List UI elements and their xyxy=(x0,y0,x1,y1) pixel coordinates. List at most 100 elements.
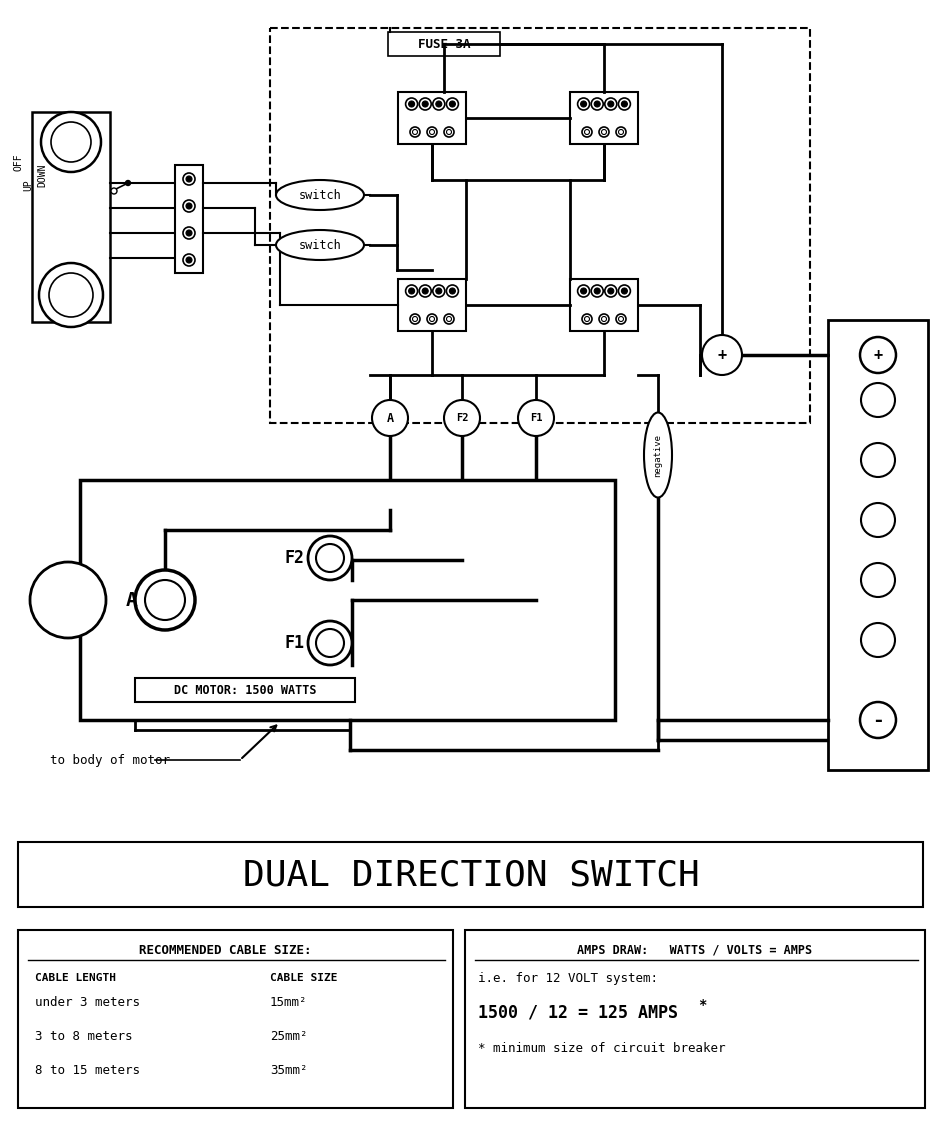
Circle shape xyxy=(186,257,192,263)
Circle shape xyxy=(316,544,344,572)
Circle shape xyxy=(429,129,435,135)
Circle shape xyxy=(183,227,195,239)
Circle shape xyxy=(436,288,442,294)
Text: CABLE LENGTH: CABLE LENGTH xyxy=(35,973,116,983)
Circle shape xyxy=(427,314,437,324)
Text: FUSE 3A: FUSE 3A xyxy=(418,37,471,50)
Circle shape xyxy=(183,254,195,266)
Circle shape xyxy=(591,285,604,297)
Circle shape xyxy=(410,314,420,324)
Text: 15mm²: 15mm² xyxy=(270,995,307,1009)
Circle shape xyxy=(608,288,614,294)
Circle shape xyxy=(308,536,352,580)
Circle shape xyxy=(860,702,896,738)
Text: 35mm²: 35mm² xyxy=(270,1064,307,1076)
Text: F2: F2 xyxy=(455,413,469,423)
Circle shape xyxy=(616,127,626,137)
Ellipse shape xyxy=(644,413,672,497)
Circle shape xyxy=(578,285,589,297)
Bar xyxy=(270,28,810,423)
Circle shape xyxy=(408,288,415,294)
Circle shape xyxy=(436,101,442,107)
Circle shape xyxy=(619,129,623,135)
Circle shape xyxy=(599,314,609,324)
Circle shape xyxy=(599,127,609,137)
Text: 8 to 15 meters: 8 to 15 meters xyxy=(35,1064,140,1076)
Bar xyxy=(465,930,925,1109)
Bar xyxy=(135,678,355,702)
Circle shape xyxy=(604,98,617,110)
Circle shape xyxy=(578,98,589,110)
Circle shape xyxy=(450,101,455,107)
Circle shape xyxy=(608,101,614,107)
Circle shape xyxy=(30,562,106,638)
Circle shape xyxy=(408,101,415,107)
Circle shape xyxy=(444,127,454,137)
Circle shape xyxy=(429,316,435,322)
Circle shape xyxy=(446,285,458,297)
Circle shape xyxy=(39,263,103,327)
Circle shape xyxy=(405,285,418,297)
Circle shape xyxy=(594,101,600,107)
Circle shape xyxy=(861,503,895,537)
Circle shape xyxy=(594,288,600,294)
Circle shape xyxy=(861,383,895,417)
Circle shape xyxy=(183,173,195,185)
Circle shape xyxy=(135,570,195,629)
Text: +: + xyxy=(718,348,726,362)
Circle shape xyxy=(621,288,627,294)
Text: OFF: OFF xyxy=(13,154,23,171)
Circle shape xyxy=(51,122,91,162)
Circle shape xyxy=(186,176,192,182)
Text: to body of motor: to body of motor xyxy=(50,754,170,766)
Circle shape xyxy=(186,203,192,209)
Text: * minimum size of circuit breaker: * minimum size of circuit breaker xyxy=(478,1041,725,1055)
Bar xyxy=(18,930,453,1109)
Circle shape xyxy=(49,273,93,318)
Text: AMPS DRAW:   WATTS / VOLTS = AMPS: AMPS DRAW: WATTS / VOLTS = AMPS xyxy=(577,944,813,956)
Text: CABLE SIZE: CABLE SIZE xyxy=(270,973,338,983)
Circle shape xyxy=(125,181,130,185)
Text: UP: UP xyxy=(23,180,33,191)
Circle shape xyxy=(427,127,437,137)
Circle shape xyxy=(446,129,452,135)
Circle shape xyxy=(621,101,627,107)
Circle shape xyxy=(372,401,408,436)
Circle shape xyxy=(183,200,195,212)
Bar xyxy=(388,33,500,56)
Circle shape xyxy=(581,101,587,107)
Bar xyxy=(828,320,928,770)
Circle shape xyxy=(410,127,420,137)
Circle shape xyxy=(861,623,895,657)
Text: *: * xyxy=(698,997,706,1012)
Circle shape xyxy=(446,316,452,322)
Text: 3 to 8 meters: 3 to 8 meters xyxy=(35,1030,133,1042)
Circle shape xyxy=(604,285,617,297)
Circle shape xyxy=(860,337,896,373)
Circle shape xyxy=(422,101,428,107)
Circle shape xyxy=(444,401,480,436)
Bar xyxy=(175,165,203,273)
Circle shape xyxy=(585,316,589,322)
Bar xyxy=(80,480,615,720)
Circle shape xyxy=(41,112,101,172)
Circle shape xyxy=(186,230,192,236)
Circle shape xyxy=(422,288,428,294)
Text: negative: negative xyxy=(653,433,663,477)
Circle shape xyxy=(518,401,554,436)
Bar xyxy=(398,92,466,144)
Circle shape xyxy=(444,314,454,324)
Circle shape xyxy=(316,629,344,657)
Text: 1500 / 12 = 125 AMPS: 1500 / 12 = 125 AMPS xyxy=(478,1003,678,1021)
Circle shape xyxy=(616,314,626,324)
Circle shape xyxy=(582,314,592,324)
Text: switch: switch xyxy=(299,239,341,251)
Text: A: A xyxy=(387,412,393,424)
Text: i.e. for 12 VOLT system:: i.e. for 12 VOLT system: xyxy=(478,972,658,984)
Text: F2: F2 xyxy=(285,549,305,567)
Text: DOWN: DOWN xyxy=(37,163,47,186)
Text: F1: F1 xyxy=(530,413,542,423)
Text: 25mm²: 25mm² xyxy=(270,1030,307,1042)
Circle shape xyxy=(602,316,606,322)
Circle shape xyxy=(111,188,117,194)
